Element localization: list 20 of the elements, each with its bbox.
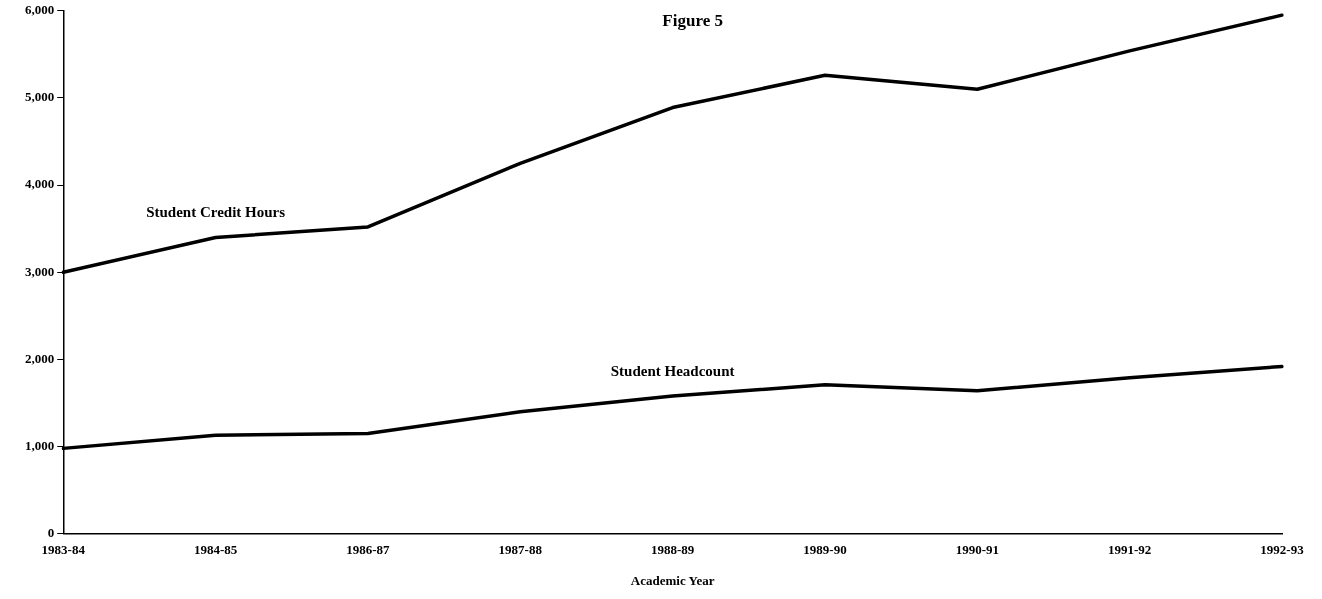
y-tick-label: 0 bbox=[47, 525, 55, 541]
x-tick-label: 1989-90 bbox=[803, 541, 847, 557]
chart-title: Figure 5 bbox=[662, 11, 723, 31]
y-tick-label: 1,000 bbox=[25, 437, 55, 453]
x-tick-label: 1988-89 bbox=[650, 541, 695, 557]
x-tick-label: 1984-85 bbox=[193, 541, 238, 557]
y-tick-label: 2,000 bbox=[25, 350, 55, 366]
y-tick-label: 4,000 bbox=[25, 176, 55, 192]
x-tick-label: 1986-87 bbox=[346, 541, 391, 557]
x-axis-title: Academic Year bbox=[630, 572, 715, 588]
x-tick-label: 1990-91 bbox=[955, 541, 999, 557]
x-tick-label: 1987-88 bbox=[498, 541, 543, 557]
x-tick-label: 1991-92 bbox=[1107, 541, 1152, 557]
y-tick-label: 5,000 bbox=[25, 89, 55, 105]
x-tick-label: 1983-84 bbox=[41, 541, 86, 557]
series-label: Student Headcount bbox=[610, 362, 735, 379]
series-label: Student Credit Hours bbox=[146, 204, 286, 221]
y-tick-label: 6,000 bbox=[25, 2, 55, 18]
y-tick-label: 3,000 bbox=[25, 263, 55, 279]
x-tick-label: 1992-93 bbox=[1260, 541, 1305, 557]
